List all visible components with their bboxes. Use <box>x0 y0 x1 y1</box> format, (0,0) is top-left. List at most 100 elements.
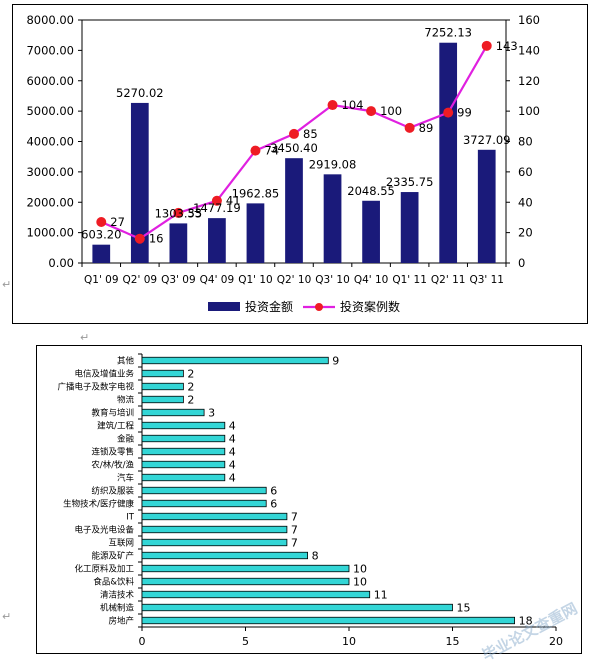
amount-data-label: 5270.02 <box>116 86 164 100</box>
bar-value-label: 6 <box>270 498 277 511</box>
bar-value-label: 10 <box>353 576 367 589</box>
industry-bar <box>141 499 267 508</box>
legend-bar-swatch <box>208 302 240 311</box>
bar-value-label: 4 <box>229 459 236 472</box>
case-count-point <box>211 195 222 206</box>
category-label: 建筑/工程 <box>97 421 134 432</box>
bar-value-label: 10 <box>353 563 367 576</box>
bar-value-label: 2 <box>187 394 194 407</box>
case-count-point <box>250 145 261 156</box>
legend-line-marker <box>315 303 323 311</box>
x-axis-tick-label: Q2' 10 <box>277 274 312 286</box>
category-label: 食品&饮料 <box>93 577 134 588</box>
case-count-data-label: 100 <box>380 104 402 118</box>
paragraph-mark: ↵ <box>2 610 12 623</box>
bar-value-label: 6 <box>270 485 277 498</box>
case-count-point <box>366 106 377 117</box>
category-label: 纺织及服装 <box>91 486 134 497</box>
bar-value-label: 4 <box>229 472 236 485</box>
left-axis-tick-label: 4000.00 <box>26 135 74 149</box>
amount-data-label: 2335.75 <box>386 175 434 189</box>
industry-bar <box>141 421 226 430</box>
right-axis-tick-label: 140 <box>518 43 540 57</box>
bar-value-label: 4 <box>229 433 236 446</box>
amount-data-label: 603.20 <box>81 228 121 242</box>
paragraph-mark: ↵ <box>2 278 12 291</box>
case-count-point <box>134 233 145 244</box>
investment-amount-bar <box>323 174 342 263</box>
case-count-data-label: 27 <box>110 215 125 229</box>
right-axis-tick-label: 160 <box>518 13 540 27</box>
bar-value-label: 9 <box>332 355 339 368</box>
case-count-point <box>404 122 415 133</box>
case-count-data-label: 99 <box>457 106 472 120</box>
x-axis-tick-label: Q4' 10 <box>354 274 389 286</box>
left-axis-tick-label: 1000.00 <box>26 226 74 240</box>
industry-bar <box>141 525 288 534</box>
investment-amount-bar <box>208 218 226 263</box>
case-count-point <box>96 216 107 227</box>
investment-amount-bar <box>439 42 458 263</box>
left-axis-tick-label: 5000.00 <box>26 104 74 118</box>
industry-bar <box>141 460 226 469</box>
industry-bar <box>141 616 516 625</box>
left-axis-tick-label: 2000.00 <box>26 195 74 209</box>
case-count-data-label: 143 <box>496 39 518 53</box>
case-count-data-label: 41 <box>226 194 241 208</box>
amount-data-label: 1962.85 <box>232 186 280 200</box>
amount-data-label: 1477.19 <box>193 201 241 215</box>
case-count-data-label: 85 <box>303 127 318 141</box>
x-axis-tick-label: Q1' 11 <box>392 274 427 286</box>
legend-line-label: 投资案例数 <box>340 299 400 314</box>
x-axis-tick-label: Q1' 09 <box>84 274 119 286</box>
bar-value-label: 18 <box>519 615 533 628</box>
bar-value-label: 2 <box>187 381 194 394</box>
industry-bar <box>141 408 205 417</box>
investment-amount-bar <box>92 244 111 263</box>
legend-bar-label: 投资金额 <box>245 299 293 314</box>
case-count-data-label: 33 <box>187 206 202 220</box>
x-axis-tick-label: 0 <box>139 635 146 648</box>
category-label: 连锁及零售 <box>91 447 134 458</box>
category-label: 农/林/牧/渔 <box>91 460 134 471</box>
case-count-data-label: 16 <box>149 232 164 246</box>
case-count-point <box>481 40 492 51</box>
bar-value-label: 4 <box>229 420 236 433</box>
category-label: 金融 <box>117 434 135 445</box>
industry-bar <box>141 395 184 404</box>
left-axis-tick-label: 7000.00 <box>26 43 74 57</box>
right-axis-tick-label: 20 <box>518 226 533 240</box>
bar-value-label: 15 <box>457 602 471 615</box>
case-count-point <box>443 107 454 118</box>
category-label: 能源及矿产 <box>91 551 134 562</box>
right-axis-tick-label: 80 <box>518 135 533 149</box>
industry-chart-svg: 0 5 10 15 20 其他 9 电信及增值业务 2 广播电子及数字电视 2 物流 2 教育与培训 3 建筑… <box>57 353 563 648</box>
case-count-point <box>327 100 338 111</box>
industry-bar <box>141 512 288 521</box>
amount-data-label: 3727.09 <box>463 133 511 147</box>
left-axis-tick-label: 6000.00 <box>26 74 74 88</box>
industry-bar <box>141 369 184 378</box>
amount-data-label: 2919.08 <box>309 157 357 171</box>
right-axis-tick-label: 40 <box>518 195 533 209</box>
category-label: 物流 <box>117 395 135 406</box>
category-label: IT <box>126 513 135 523</box>
amount-data-label: 7252.13 <box>424 26 472 40</box>
investment-amount-bar <box>169 223 188 263</box>
industry-bar <box>141 590 371 599</box>
category-label: 其他 <box>117 356 135 367</box>
industry-bar <box>141 434 226 443</box>
industry-bar <box>141 577 350 586</box>
x-axis-tick-label: 15 <box>446 635 460 648</box>
industry-bar <box>141 447 226 456</box>
category-label: 生物技术/医疗健康 <box>63 499 134 510</box>
industry-bar <box>141 551 309 560</box>
category-label: 电子及光电设备 <box>74 525 134 536</box>
case-count-data-label: 89 <box>419 121 434 135</box>
investment-amount-bar <box>477 149 496 263</box>
case-count-data-label: 74 <box>264 144 279 158</box>
industry-bar <box>141 538 288 547</box>
x-axis-tick-label: 20 <box>549 635 563 648</box>
x-axis-tick-label: Q3' 10 <box>315 274 350 286</box>
category-label: 互联网 <box>108 539 134 549</box>
